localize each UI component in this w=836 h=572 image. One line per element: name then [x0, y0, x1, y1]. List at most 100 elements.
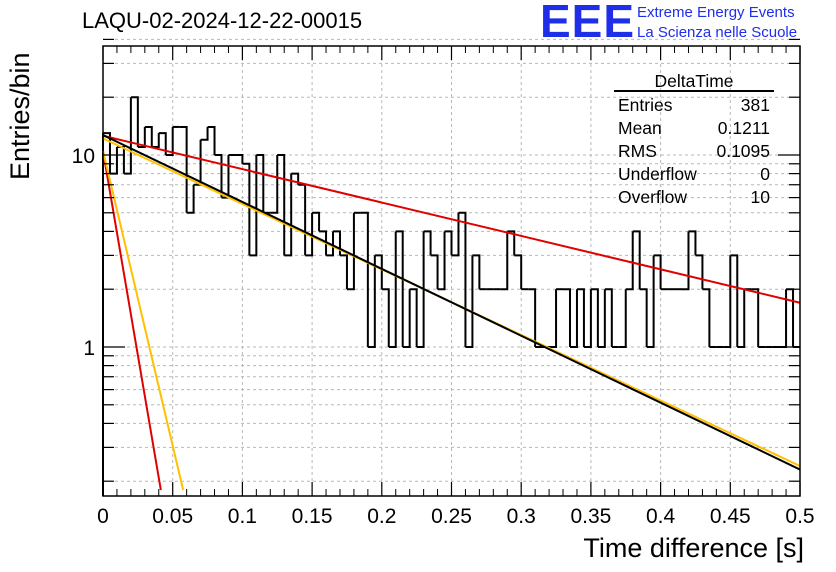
- eee-logo: EEE: [540, 0, 636, 47]
- histogram-bin: [158, 132, 167, 155]
- histogram-bin: [291, 172, 300, 185]
- histogram-bin: [653, 254, 662, 290]
- histogram-bin: [298, 183, 307, 256]
- histogram-bin: [249, 155, 258, 257]
- histogram-bin: [137, 126, 146, 149]
- histogram-bin: [730, 254, 739, 347]
- histogram-bin: [235, 154, 244, 164]
- y-tick-label: 1: [83, 337, 95, 360]
- histogram-bin: [305, 212, 314, 257]
- logo-line-1: Extreme Energy Events: [637, 4, 795, 21]
- histogram-bin: [507, 230, 516, 256]
- histogram-bin: [528, 288, 537, 347]
- histogram-bin: [458, 211, 467, 347]
- stats-row-rms: RMS 0.1095: [612, 140, 778, 163]
- histogram-bin: [312, 211, 321, 232]
- x-axis-label: Time difference [s]: [583, 533, 804, 563]
- axis-ticks: 0 0.05 0.1 0.15 0.2 0.25 0.3 0.35 0.4 0.45 0.5 1 10: [72, 38, 815, 528]
- histogram-bin: [277, 154, 286, 256]
- histogram-bin: [695, 254, 704, 290]
- stats-value: 10: [750, 187, 770, 207]
- histogram-bin: [618, 289, 627, 348]
- histogram-bin: [590, 288, 599, 347]
- histogram-bin: [270, 155, 279, 214]
- histogram-bin: [221, 155, 230, 199]
- histogram-bin: [597, 289, 606, 348]
- fit-line: [102, 134, 801, 304]
- histogram-bin: [430, 254, 439, 290]
- logo-line-2: La Scienza nelle Scuole: [637, 24, 798, 41]
- histogram-bin: [688, 230, 697, 256]
- histogram-bin: [130, 96, 139, 148]
- y-tick-label: 10: [72, 145, 95, 168]
- chart-title: LAQU-02-2024-12-22-00015: [82, 8, 363, 33]
- x-tick-label: 0.35: [570, 505, 611, 528]
- histogram-bin: [116, 146, 125, 174]
- histogram-bin: [639, 288, 648, 347]
- fit-lines: [102, 134, 801, 491]
- histogram-bin: [326, 231, 335, 257]
- histogram-bin: [103, 132, 111, 174]
- stats-row-overflow: Overflow 10: [612, 186, 778, 209]
- histogram-bin: [409, 288, 418, 347]
- histogram-bin: [786, 288, 795, 347]
- stats-label: RMS: [618, 141, 657, 161]
- histogram-bin: [346, 212, 355, 291]
- x-tick-label: 0: [97, 505, 109, 528]
- stats-label: Entries: [618, 95, 673, 115]
- histogram-bin: [681, 231, 690, 291]
- stats-value: 381: [740, 95, 770, 115]
- histogram-bin: [751, 288, 760, 347]
- x-tick-label: 0.25: [431, 505, 472, 528]
- histogram-bin: [360, 211, 369, 347]
- histogram-bin: [256, 154, 265, 213]
- histogram-bin: [437, 231, 446, 291]
- histogram-bin: [500, 231, 509, 291]
- fit-line: [102, 150, 162, 491]
- histogram-bin: [381, 288, 390, 347]
- histogram-bin: [207, 125, 216, 155]
- histogram-bin: [319, 230, 328, 256]
- histogram-bin: [549, 289, 558, 348]
- histogram-bin: [186, 184, 195, 214]
- histogram-bin: [284, 173, 293, 257]
- x-tick-label: 0.05: [152, 505, 193, 528]
- x-tick-label: 0.45: [710, 505, 751, 528]
- histogram-bin: [367, 255, 376, 348]
- stats-row-underflow: Underflow 0: [612, 163, 778, 186]
- histogram-bin: [423, 230, 432, 256]
- x-tick-label: 0.1: [228, 505, 257, 528]
- histogram-bin: [451, 212, 460, 257]
- histogram-bin: [472, 254, 481, 290]
- histogram-bin: [444, 230, 453, 256]
- histogram-bin: [151, 133, 160, 149]
- histogram-bars: [102, 96, 800, 496]
- histogram-bin: [333, 230, 341, 256]
- stats-label: Mean: [618, 118, 662, 138]
- histogram-bin: [388, 231, 397, 348]
- histogram-bin: [583, 289, 592, 348]
- histogram-bin: [200, 126, 209, 141]
- stats-value: 0.1095: [716, 141, 770, 161]
- stats-row-entries: Entries 381: [612, 94, 778, 117]
- stats-label: Overflow: [618, 187, 688, 207]
- stats-box: DeltaTime Entries 381 Mean 0.1211 RMS 0.…: [612, 72, 778, 209]
- histogram-bin: [123, 97, 132, 175]
- histogram-bin: [576, 288, 585, 347]
- histogram-bin: [563, 288, 571, 347]
- y-axis-label: Entries/bin: [5, 52, 35, 180]
- histogram-bin: [109, 147, 118, 175]
- histogram-bin: [702, 288, 711, 347]
- histogram-bin: [339, 254, 348, 290]
- x-tick-label: 0.5: [785, 505, 814, 528]
- histogram-bin: [646, 255, 655, 348]
- stats-title: DeltaTime: [614, 72, 774, 92]
- fit-line: [102, 150, 185, 491]
- histogram-bin: [604, 288, 613, 347]
- histogram-bin: [514, 254, 523, 290]
- histogram-bin: [632, 230, 641, 290]
- histogram-bin: [242, 162, 251, 256]
- histogram-bin: [723, 255, 732, 348]
- histogram-bin: [374, 254, 383, 290]
